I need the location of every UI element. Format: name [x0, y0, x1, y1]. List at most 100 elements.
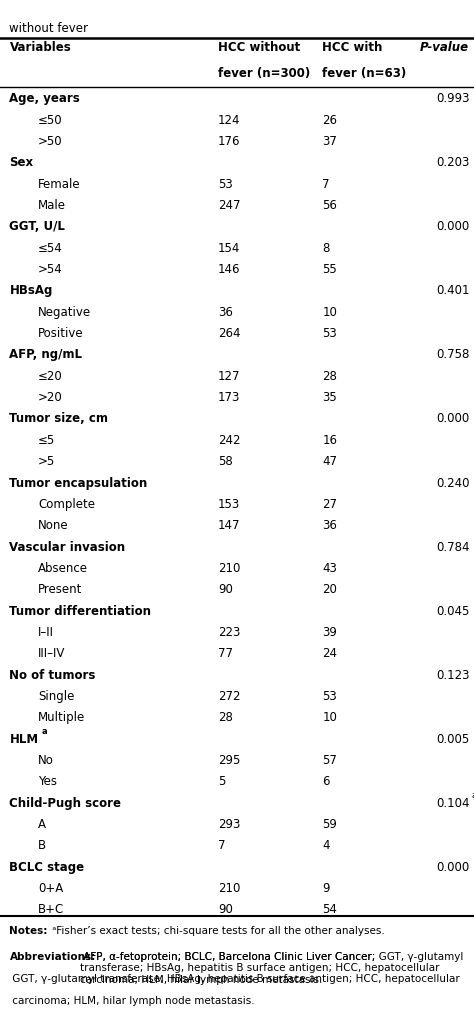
Text: 0.104: 0.104	[436, 797, 469, 810]
Text: 36: 36	[218, 306, 233, 319]
Text: 53: 53	[322, 327, 337, 340]
Text: HCC without: HCC without	[218, 41, 301, 54]
Text: Complete: Complete	[38, 498, 95, 511]
Text: 154: 154	[218, 242, 240, 255]
Text: a: a	[472, 791, 474, 801]
Text: ᵃFisher’s exact tests; chi-square tests for all the other analyses.: ᵃFisher’s exact tests; chi-square tests …	[49, 927, 384, 936]
Text: Yes: Yes	[38, 775, 57, 788]
Text: 0.000: 0.000	[436, 220, 469, 234]
Text: 20: 20	[322, 583, 337, 596]
Text: 0.005: 0.005	[436, 733, 469, 746]
Text: 39: 39	[322, 626, 337, 639]
Text: Single: Single	[38, 690, 74, 703]
Text: 5: 5	[218, 775, 226, 788]
Text: 210: 210	[218, 562, 240, 575]
Text: 35: 35	[322, 391, 337, 404]
Text: Variables: Variables	[9, 41, 71, 54]
Text: ≤54: ≤54	[38, 242, 63, 255]
Text: 9: 9	[322, 882, 330, 895]
Text: Tumor encapsulation: Tumor encapsulation	[9, 477, 148, 490]
Text: 0.203: 0.203	[436, 156, 469, 170]
Text: ≤5: ≤5	[38, 434, 55, 447]
Text: P-value: P-value	[420, 41, 469, 54]
Text: 16: 16	[322, 434, 337, 447]
Text: 0.784: 0.784	[436, 541, 469, 554]
Text: 53: 53	[322, 690, 337, 703]
Text: Absence: Absence	[38, 562, 88, 575]
Text: 7: 7	[322, 178, 330, 191]
Text: III–IV: III–IV	[38, 647, 65, 660]
Text: GGT, γ-glutamyl transferase; HBsAg, hepatitis B surface antigen; HCC, hepatocell: GGT, γ-glutamyl transferase; HBsAg, hepa…	[9, 974, 460, 983]
Text: 77: 77	[218, 647, 233, 660]
Text: 28: 28	[218, 711, 233, 724]
Text: 0+A: 0+A	[38, 882, 63, 895]
Text: >20: >20	[38, 391, 63, 404]
Text: 43: 43	[322, 562, 337, 575]
Text: ≤50: ≤50	[38, 114, 63, 127]
Text: 0.401: 0.401	[436, 284, 469, 298]
Text: Multiple: Multiple	[38, 711, 85, 724]
Text: 153: 153	[218, 498, 240, 511]
Text: 293: 293	[218, 818, 240, 831]
Text: 173: 173	[218, 391, 240, 404]
Text: Abbreviations:: Abbreviations:	[9, 952, 96, 961]
Text: AFP, ng/mL: AFP, ng/mL	[9, 348, 82, 362]
Text: 6: 6	[322, 775, 330, 788]
Text: Vascular invasion: Vascular invasion	[9, 541, 126, 554]
Text: 295: 295	[218, 754, 240, 767]
Text: >50: >50	[38, 135, 63, 148]
Text: 24: 24	[322, 647, 337, 660]
Text: 36: 36	[322, 519, 337, 532]
Text: AFP, α-fetoprotein; BCLC, Barcelona Clinic Liver Cancer;: AFP, α-fetoprotein; BCLC, Barcelona Clin…	[80, 952, 375, 961]
Text: >5: >5	[38, 455, 55, 468]
Text: 8: 8	[322, 242, 330, 255]
Text: 147: 147	[218, 519, 240, 532]
Text: None: None	[38, 519, 69, 532]
Text: 210: 210	[218, 882, 240, 895]
Text: No: No	[38, 754, 54, 767]
Text: Child-Pugh score: Child-Pugh score	[9, 797, 121, 810]
Text: A: A	[38, 818, 46, 831]
Text: without fever: without fever	[9, 22, 89, 36]
Text: 4: 4	[322, 839, 330, 852]
Text: 53: 53	[218, 178, 233, 191]
Text: 242: 242	[218, 434, 240, 447]
Text: 26: 26	[322, 114, 337, 127]
Text: 223: 223	[218, 626, 240, 639]
Text: 10: 10	[322, 306, 337, 319]
Text: 90: 90	[218, 583, 233, 596]
Text: 272: 272	[218, 690, 240, 703]
Text: 0.000: 0.000	[436, 412, 469, 426]
Text: 247: 247	[218, 199, 240, 212]
Text: Present: Present	[38, 583, 82, 596]
Text: 124: 124	[218, 114, 240, 127]
Text: fever (n=63): fever (n=63)	[322, 67, 407, 80]
Text: 0.045: 0.045	[436, 605, 469, 618]
Text: 37: 37	[322, 135, 337, 148]
Text: 0.240: 0.240	[436, 477, 469, 490]
Text: 54: 54	[322, 903, 337, 916]
Text: 59: 59	[322, 818, 337, 831]
Text: Female: Female	[38, 178, 81, 191]
Text: Sex: Sex	[9, 156, 34, 170]
Text: fever (n=300): fever (n=300)	[218, 67, 310, 80]
Text: a: a	[42, 727, 47, 737]
Text: GGT, U/L: GGT, U/L	[9, 220, 65, 234]
Text: Negative: Negative	[38, 306, 91, 319]
Text: 0.000: 0.000	[436, 861, 469, 874]
Text: 0.123: 0.123	[436, 669, 469, 682]
Text: AFP, α-fetoprotein; BCLC, Barcelona Clinic Liver Cancer; GGT, γ-glutamyl transfe: AFP, α-fetoprotein; BCLC, Barcelona Clin…	[80, 952, 463, 985]
Text: 27: 27	[322, 498, 337, 511]
Text: Age, years: Age, years	[9, 92, 80, 106]
Text: Notes:: Notes:	[9, 927, 48, 936]
Text: 47: 47	[322, 455, 337, 468]
Text: ≤20: ≤20	[38, 370, 63, 383]
Text: Tumor differentiation: Tumor differentiation	[9, 605, 152, 618]
Text: 55: 55	[322, 263, 337, 276]
Text: 146: 146	[218, 263, 240, 276]
Text: I–II: I–II	[38, 626, 54, 639]
Text: Tumor size, cm: Tumor size, cm	[9, 412, 109, 426]
Text: 57: 57	[322, 754, 337, 767]
Text: 7: 7	[218, 839, 226, 852]
Text: BCLC stage: BCLC stage	[9, 861, 84, 874]
